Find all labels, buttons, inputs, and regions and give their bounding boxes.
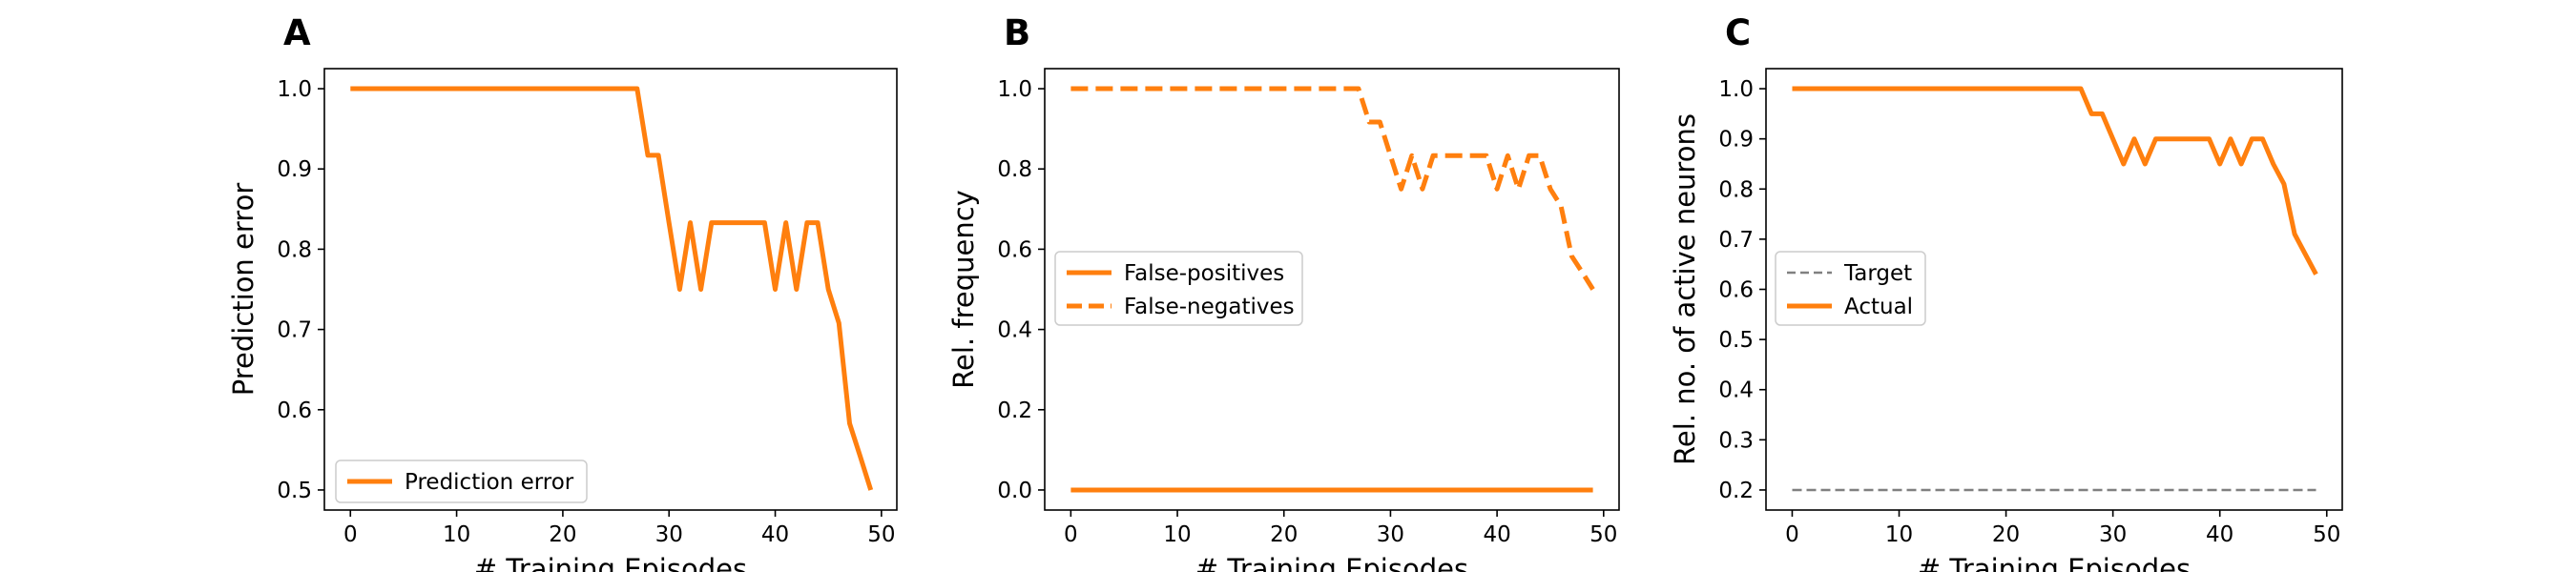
x-tick-label: 0	[343, 522, 358, 547]
y-tick-label: 0.0	[997, 479, 1032, 503]
y-tick-label: 0.8	[997, 157, 1032, 182]
y-tick-label: 1.0	[997, 77, 1032, 102]
x-tick-label: 0	[1785, 522, 1799, 547]
legend-entry-label: Actual	[1844, 295, 1913, 319]
y-tick-label: 0.4	[997, 318, 1032, 343]
legend-entry-label: Prediction error	[405, 470, 574, 495]
y-tick-label: 1.0	[1718, 77, 1754, 102]
legend-entry-label: False-positives	[1124, 261, 1284, 286]
y-tick-label: 0.4	[1718, 378, 1754, 403]
x-tick-label: 10	[1885, 522, 1913, 547]
axes-frame	[1044, 68, 1620, 511]
x-tick-label: 50	[2313, 522, 2340, 547]
x-axis-label: # Training Episodes	[1195, 553, 1468, 572]
panel-letter: B	[1004, 12, 1030, 53]
x-tick-label: 30	[655, 522, 683, 547]
y-tick-label: 0.6	[997, 237, 1032, 262]
y-tick-label: 0.9	[1718, 128, 1754, 153]
y-tick-label: 1.0	[277, 77, 312, 102]
x-axis-label: # Training Episodes	[474, 553, 747, 572]
y-tick-label: 0.3	[1718, 428, 1754, 453]
y-tick-label: 0.2	[1718, 479, 1754, 503]
legend: Target Actual	[1775, 251, 1926, 326]
panel-letter: A	[283, 12, 311, 53]
legend-entry-label: False-negatives	[1124, 295, 1295, 319]
y-axis-label: Rel. frequency	[947, 190, 980, 389]
x-tick-label: 0	[1064, 522, 1078, 547]
x-tick-label: 30	[1377, 522, 1404, 547]
x-tick-label: 20	[1992, 522, 2020, 547]
y-tick-label: 0.8	[1718, 177, 1754, 202]
y-tick-label: 0.9	[277, 157, 312, 182]
x-axis-label: # Training Episodes	[1918, 553, 2191, 572]
series-line-false-negatives	[1070, 86, 1595, 291]
x-tick-label: 50	[1589, 522, 1617, 547]
y-tick-label: 0.6	[277, 398, 312, 423]
panel-a: A 0 10 20 30 40 50 0.5 0.6 0.7 0.8 0.9 1.0 # Training…	[227, 12, 898, 572]
y-axis-label: Rel. no. of active neurons	[1669, 113, 1701, 465]
y-tick-label: 0.7	[277, 318, 312, 343]
series-line-prediction-error	[350, 86, 874, 491]
axes-frame	[1765, 68, 2343, 511]
y-tick-label: 0.5	[1718, 328, 1754, 353]
y-tick-label: 0.6	[1718, 278, 1754, 303]
x-tick-label: 30	[2099, 522, 2127, 547]
panel-letter: C	[1725, 12, 1751, 53]
y-tick-label: 0.7	[1718, 228, 1754, 253]
x-tick-label: 40	[2206, 522, 2233, 547]
x-tick-label: 50	[867, 522, 895, 547]
x-tick-label: 10	[443, 522, 470, 547]
y-tick-label: 0.8	[277, 237, 312, 262]
panel-b: B 0 10 20 30 40 50 0.0 0.2 0.4 0.6 0.8 1.0 # Training…	[947, 12, 1620, 572]
y-axis-label: Prediction error	[227, 183, 260, 397]
y-tick-label: 0.2	[997, 398, 1032, 423]
legend: Prediction error	[335, 460, 588, 503]
axes-frame	[323, 68, 898, 511]
legend-box	[335, 460, 588, 503]
x-tick-label: 20	[1270, 522, 1298, 547]
x-tick-label: 40	[1483, 522, 1510, 547]
x-tick-label: 40	[761, 522, 789, 547]
x-tick-label: 20	[549, 522, 576, 547]
legend: False-positives False-negatives	[1054, 251, 1303, 326]
y-tick-label: 0.5	[277, 479, 312, 503]
x-tick-label: 10	[1163, 522, 1191, 547]
series-line-actual	[1792, 86, 2318, 276]
panel-c: C 0 10 20 30 40 50 0.2 0.3 0.4 0.5 0.6 0.7 0.8 0.9 1.0 #…	[1669, 12, 2343, 572]
legend-entry-label: Target	[1843, 261, 1912, 286]
legend-box	[1054, 251, 1303, 326]
